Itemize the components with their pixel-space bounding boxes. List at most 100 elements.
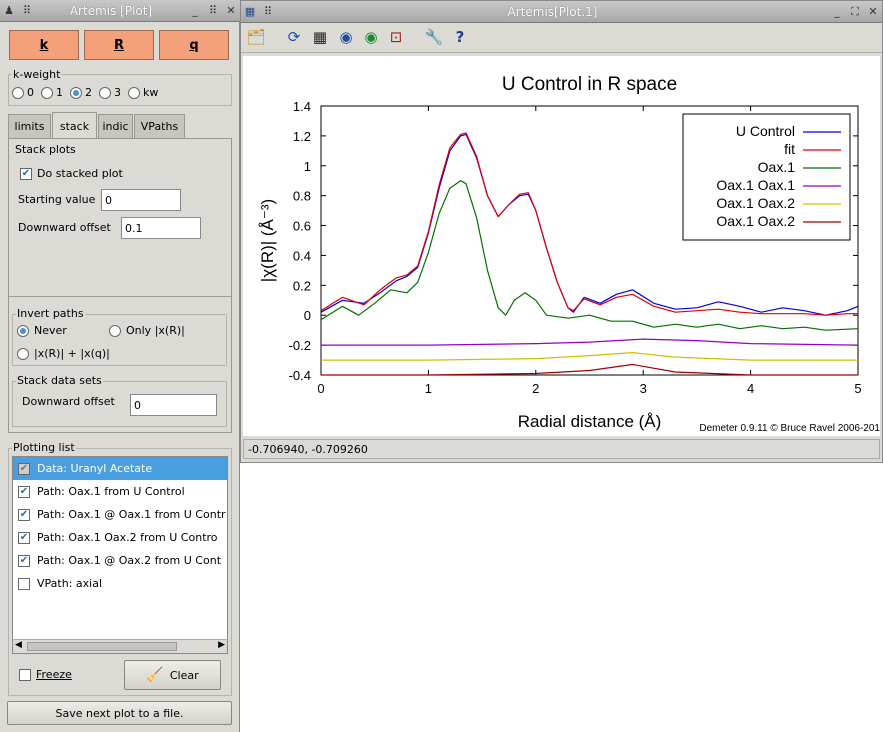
left-titlebar[interactable]: ♟ ⠿ Artemis [Plot] _ ⠿ ✕ [0,0,240,22]
invert-never-radio[interactable] [17,324,29,337]
tab-stack[interactable]: stack [52,112,97,139]
r-space-button[interactable]: R [84,30,154,60]
legend-box [682,113,851,241]
invert-only-row[interactable]: Only |x(R)| [109,324,185,337]
grip-icon[interactable]: ⠿ [208,4,218,17]
k-space-button[interactable]: k [9,30,79,60]
open-file-icon[interactable]: 🗂 [246,28,266,46]
q-space-button[interactable]: q [159,30,229,60]
series-line [321,338,858,346]
help-icon[interactable]: ? [455,28,465,46]
zoom-back-icon[interactable]: ◉ [339,28,353,46]
list-item[interactable]: ✔ Path: Oax.1 Oax.2 from U Contro [13,526,227,549]
zoom-forward-icon[interactable]: ◉ [364,28,378,46]
tab-indic[interactable]: indic [98,114,133,138]
y-tick-label: 1.4 [293,99,311,114]
tab-vpaths[interactable]: VPaths [134,114,185,138]
list-item[interactable]: ✔ Path: Oax.1 from U Control [13,480,227,503]
right-titlebar[interactable]: ▦ ⠿ Artemis[Plot.1] _ ⛶ ✕ [241,1,882,23]
invert-group [12,314,227,366]
kweight-radio-kw[interactable] [128,86,140,99]
list-item[interactable]: ✔ Path: Oax.1 @ Oax.2 from U Cont [13,549,227,572]
wrench-icon[interactable]: 🔧 [424,28,444,46]
list-item[interactable]: ✔ Data: Uranyl Acetate [13,457,227,480]
invert-only-radio[interactable] [109,324,121,337]
app-menu-icon[interactable]: ♟ [4,4,14,17]
do-stacked-checkbox[interactable]: ✔ [20,167,32,180]
invert-only-label: Only |x(R)| [126,324,185,337]
freeze-checkbox[interactable] [19,668,31,681]
grip-icon[interactable]: ⠿ [22,4,32,17]
legend-label: Oax.1 [758,159,796,175]
kweight-group [8,74,232,106]
scroll-right-icon[interactable]: ▶ [218,640,225,650]
close-icon[interactable]: ✕ [226,4,236,17]
kweight-radio-0[interactable] [12,86,24,99]
chart-title: U Control in R space [502,74,677,95]
scrollbar-thumb[interactable] [27,642,177,651]
series-line [321,363,858,375]
plot-area[interactable]: U Control in R space 0 1 2 3 4 5 -0.4 -0.2 0 0.2 0.… [243,56,880,436]
legend-label: U Control [736,123,795,139]
y-tick-label: 0.4 [293,248,311,263]
kweight-label: k-weight [12,68,62,81]
stack-data-group [12,381,227,427]
grid-icon[interactable]: ▦ [312,28,328,46]
kweight-option-label: 1 [56,86,63,99]
data-downward-offset-input[interactable] [130,394,217,416]
plotting-list-group [8,448,232,696]
list-item-checkbox[interactable]: ✔ [18,485,30,498]
list-item-checkbox[interactable]: ✔ [18,462,30,475]
close-icon[interactable]: ✕ [868,5,878,18]
window-title: Artemis [Plot] [69,3,153,18]
artemis-plot-window: ♟ ⠿ Artemis [Plot] _ ⠿ ✕ k R q k-weight … [0,0,240,732]
freeze-row[interactable]: Freeze [19,668,72,681]
stack-data-sets-label: Stack data sets [16,374,103,387]
kweight-option-label: 3 [114,86,121,99]
kweight-radio-3[interactable] [99,86,111,99]
plot-window: ▦ ⠿ Artemis[Plot.1] _ ⛶ ✕ 🗂 ⟳ ▦ ◉ ◉ ⊡ 🔧 … [240,0,883,463]
kweight-option-label: kw [143,86,159,99]
do-stacked-row[interactable]: ✔ Do stacked plot [20,167,123,180]
list-item[interactable]: VPath: axial [13,572,227,595]
scroll-left-icon[interactable]: ◀ [15,640,22,650]
list-item-label: Path: Oax.1 @ Oax.1 from U Contr [37,508,226,521]
zoom-reset-icon[interactable]: ⊡ [389,28,403,46]
window-title: Artemis[Plot.1] [507,4,598,19]
plot-app-icon[interactable]: ▦ [244,5,256,18]
freeze-label: Freeze [36,668,72,681]
grip-icon[interactable]: ⠿ [263,5,273,18]
list-item-label: Path: Oax.1 @ Oax.2 from U Cont [37,554,222,567]
series-line [321,180,858,331]
invert-both-row[interactable]: |x(R)| + |x(q)| [17,347,110,360]
maximize-icon[interactable]: ⛶ [851,4,859,18]
list-item-checkbox[interactable]: ✔ [18,508,30,521]
starting-value-input[interactable] [101,189,181,211]
invert-both-radio[interactable] [17,347,29,360]
list-item-checkbox[interactable]: ✔ [18,531,30,544]
list-item-checkbox[interactable]: ✔ [18,554,30,567]
refresh-icon[interactable]: ⟳ [287,28,301,46]
horizontal-scrollbar[interactable]: ◀ ▶ [13,639,227,653]
y-tick-label: -0.2 [289,338,311,353]
tab-limits[interactable]: limits [8,114,51,138]
minimize-icon[interactable]: _ [192,4,198,17]
status-bar: -0.706940, -0.709260 [243,439,880,459]
kweight-radio-1[interactable] [41,86,53,99]
list-item-label: VPath: axial [37,577,102,590]
clear-button[interactable]: 🧹 Clear [124,660,221,690]
downward-offset-input[interactable] [121,217,201,239]
kweight-radio-2[interactable] [70,86,82,99]
legend-label: Oax.1 Oax.2 [716,195,795,211]
invert-never-row[interactable]: Never [17,324,67,337]
data-downward-offset-label: Downward offset [22,395,115,408]
y-tick-label: 0.2 [293,278,311,293]
save-next-plot-button[interactable]: Save next plot to a file. [7,701,232,725]
x-tick-label: 3 [640,381,647,396]
list-item-checkbox[interactable] [18,577,30,590]
do-stacked-label: Do stacked plot [37,167,123,180]
minimize-icon[interactable]: _ [834,5,840,18]
list-item[interactable]: ✔ Path: Oax.1 @ Oax.1 from U Contr [13,503,227,526]
plotting-list[interactable]: ✔ Data: Uranyl Acetate ✔ Path: Oax.1 from … [12,456,228,654]
series-line [321,132,858,316]
